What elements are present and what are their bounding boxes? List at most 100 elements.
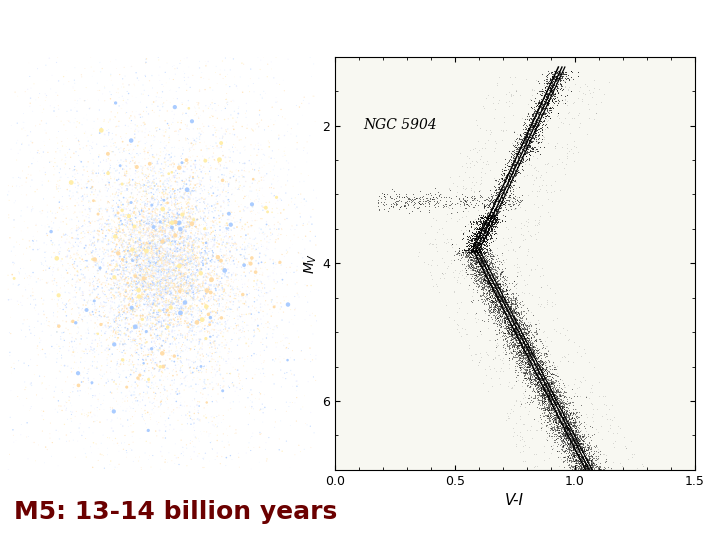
Point: [69, 348, 81, 356]
Point: [103, 152, 114, 160]
Point: [7, 294, 19, 303]
Point: [166, 295, 177, 304]
Point: [517, 339, 528, 347]
Point: [4, 450, 15, 458]
Point: [228, 235, 239, 244]
Point: [474, 179, 486, 188]
Point: [554, 431, 566, 440]
Point: [402, 200, 414, 208]
Point: [181, 262, 192, 271]
Point: [197, 397, 208, 406]
Point: [126, 188, 138, 197]
Point: [546, 365, 557, 374]
Point: [564, 418, 575, 427]
Point: [474, 245, 486, 253]
Point: [153, 291, 165, 299]
Point: [167, 197, 179, 205]
Point: [158, 224, 169, 232]
Point: [107, 350, 119, 359]
Point: [140, 356, 152, 364]
Point: [228, 307, 239, 316]
Point: [48, 393, 60, 402]
Point: [164, 285, 176, 293]
Point: [73, 363, 85, 372]
Point: [193, 132, 204, 140]
Point: [172, 246, 184, 255]
Point: [202, 236, 214, 245]
Point: [144, 230, 156, 239]
Point: [292, 327, 303, 335]
Point: [499, 335, 510, 343]
Point: [522, 214, 534, 223]
Point: [153, 279, 165, 288]
Point: [191, 269, 202, 278]
Point: [570, 465, 581, 474]
Point: [546, 87, 558, 96]
Point: [131, 100, 143, 109]
Point: [535, 116, 546, 125]
Point: [136, 278, 148, 287]
Point: [12, 185, 23, 193]
Point: [501, 313, 513, 321]
Point: [145, 73, 157, 82]
Point: [123, 301, 135, 309]
Point: [548, 402, 559, 410]
Point: [575, 352, 586, 360]
Point: [541, 406, 552, 415]
Point: [94, 294, 105, 303]
Point: [138, 204, 150, 213]
Point: [413, 199, 425, 208]
Point: [558, 69, 570, 78]
Point: [145, 242, 157, 251]
Point: [180, 279, 192, 287]
Point: [157, 244, 168, 253]
Point: [152, 266, 163, 274]
Point: [508, 164, 519, 172]
Point: [222, 215, 233, 224]
Point: [538, 107, 549, 116]
Point: [552, 399, 564, 407]
Point: [512, 168, 523, 177]
Point: [521, 343, 532, 352]
Point: [286, 244, 297, 253]
Point: [187, 214, 199, 222]
Point: [220, 269, 231, 278]
Point: [537, 359, 549, 368]
Point: [68, 383, 79, 392]
Point: [189, 154, 200, 163]
Point: [519, 379, 531, 387]
Point: [544, 409, 555, 418]
Point: [521, 381, 533, 389]
Point: [170, 274, 181, 283]
Point: [543, 387, 554, 396]
Point: [27, 415, 38, 424]
Point: [511, 333, 523, 342]
Point: [552, 420, 564, 428]
Point: [484, 284, 495, 293]
Point: [481, 273, 492, 281]
Point: [244, 87, 256, 96]
Point: [114, 345, 126, 354]
Point: [307, 282, 318, 291]
Point: [546, 423, 558, 431]
Point: [128, 230, 140, 239]
Point: [479, 281, 490, 290]
Point: [496, 302, 508, 311]
Point: [165, 291, 176, 299]
Point: [546, 394, 558, 402]
Point: [71, 359, 82, 367]
Point: [149, 249, 161, 258]
Point: [137, 211, 148, 220]
Point: [59, 361, 71, 370]
Point: [66, 99, 78, 108]
Point: [444, 197, 456, 206]
Point: [544, 400, 556, 408]
Point: [130, 284, 141, 292]
Point: [531, 380, 542, 388]
Point: [530, 345, 541, 354]
Point: [152, 273, 163, 282]
Point: [566, 435, 577, 444]
Point: [562, 434, 574, 442]
Point: [243, 302, 254, 311]
Point: [464, 198, 476, 207]
